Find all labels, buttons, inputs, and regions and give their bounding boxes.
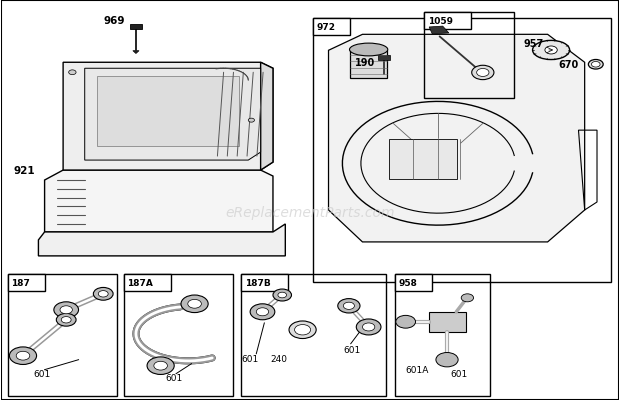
- Text: 601: 601: [166, 373, 183, 382]
- Circle shape: [99, 291, 108, 297]
- Circle shape: [16, 351, 30, 360]
- Bar: [394, 274, 432, 291]
- Bar: [428, 312, 466, 332]
- Polygon shape: [63, 63, 273, 171]
- Circle shape: [248, 119, 254, 123]
- Circle shape: [60, 306, 73, 314]
- Circle shape: [278, 292, 286, 298]
- Circle shape: [273, 289, 291, 301]
- Circle shape: [181, 295, 208, 313]
- Circle shape: [94, 288, 113, 300]
- Bar: [241, 274, 288, 291]
- Bar: [123, 274, 234, 396]
- Text: 187A: 187A: [127, 278, 153, 287]
- Circle shape: [147, 357, 174, 375]
- Circle shape: [436, 352, 458, 367]
- Circle shape: [56, 314, 76, 326]
- Circle shape: [591, 62, 600, 68]
- Text: 1059: 1059: [428, 17, 453, 26]
- Circle shape: [396, 316, 415, 328]
- Bar: [424, 13, 471, 30]
- Ellipse shape: [533, 41, 570, 61]
- Circle shape: [338, 299, 360, 313]
- Bar: [7, 274, 117, 396]
- Text: 601: 601: [33, 369, 50, 378]
- Circle shape: [250, 304, 275, 320]
- Text: 921: 921: [14, 166, 35, 176]
- Ellipse shape: [289, 321, 316, 339]
- Circle shape: [545, 47, 557, 55]
- Bar: [424, 13, 514, 99]
- Circle shape: [363, 323, 375, 331]
- Circle shape: [461, 294, 474, 302]
- Polygon shape: [378, 56, 390, 61]
- Polygon shape: [85, 69, 260, 161]
- Circle shape: [9, 347, 37, 365]
- Ellipse shape: [472, 66, 494, 81]
- Circle shape: [343, 302, 355, 310]
- Circle shape: [256, 308, 268, 316]
- Bar: [313, 19, 611, 282]
- Circle shape: [69, 71, 76, 75]
- Circle shape: [61, 317, 71, 323]
- Polygon shape: [45, 171, 273, 232]
- Circle shape: [477, 69, 489, 77]
- Text: 601: 601: [343, 345, 361, 354]
- Bar: [123, 274, 170, 291]
- Circle shape: [356, 319, 381, 335]
- Circle shape: [294, 325, 311, 335]
- Polygon shape: [130, 25, 142, 30]
- Text: 187B: 187B: [244, 278, 270, 287]
- Bar: [241, 274, 386, 396]
- Text: 969: 969: [104, 16, 125, 26]
- Polygon shape: [260, 63, 273, 171]
- Text: 972: 972: [317, 23, 336, 32]
- Ellipse shape: [350, 44, 388, 57]
- Text: 187: 187: [11, 278, 30, 287]
- Bar: [7, 274, 45, 291]
- Text: 601A: 601A: [405, 365, 429, 374]
- Bar: [313, 19, 350, 36]
- Polygon shape: [97, 77, 239, 147]
- Text: 240: 240: [271, 354, 288, 363]
- Polygon shape: [329, 35, 585, 242]
- Polygon shape: [429, 27, 449, 35]
- Text: eReplacementParts.com: eReplacementParts.com: [225, 205, 395, 219]
- Text: 958: 958: [398, 278, 417, 287]
- Bar: [394, 274, 490, 396]
- Text: 190: 190: [355, 58, 375, 68]
- Circle shape: [54, 302, 79, 318]
- Text: 670: 670: [558, 60, 578, 70]
- Text: 957: 957: [523, 39, 544, 49]
- Text: 601: 601: [450, 369, 467, 378]
- Polygon shape: [38, 225, 285, 256]
- Bar: [389, 140, 456, 180]
- Circle shape: [154, 361, 167, 370]
- Circle shape: [188, 300, 202, 308]
- Polygon shape: [133, 52, 139, 55]
- Text: 601: 601: [242, 354, 259, 363]
- Bar: [350, 51, 387, 79]
- Ellipse shape: [588, 60, 603, 70]
